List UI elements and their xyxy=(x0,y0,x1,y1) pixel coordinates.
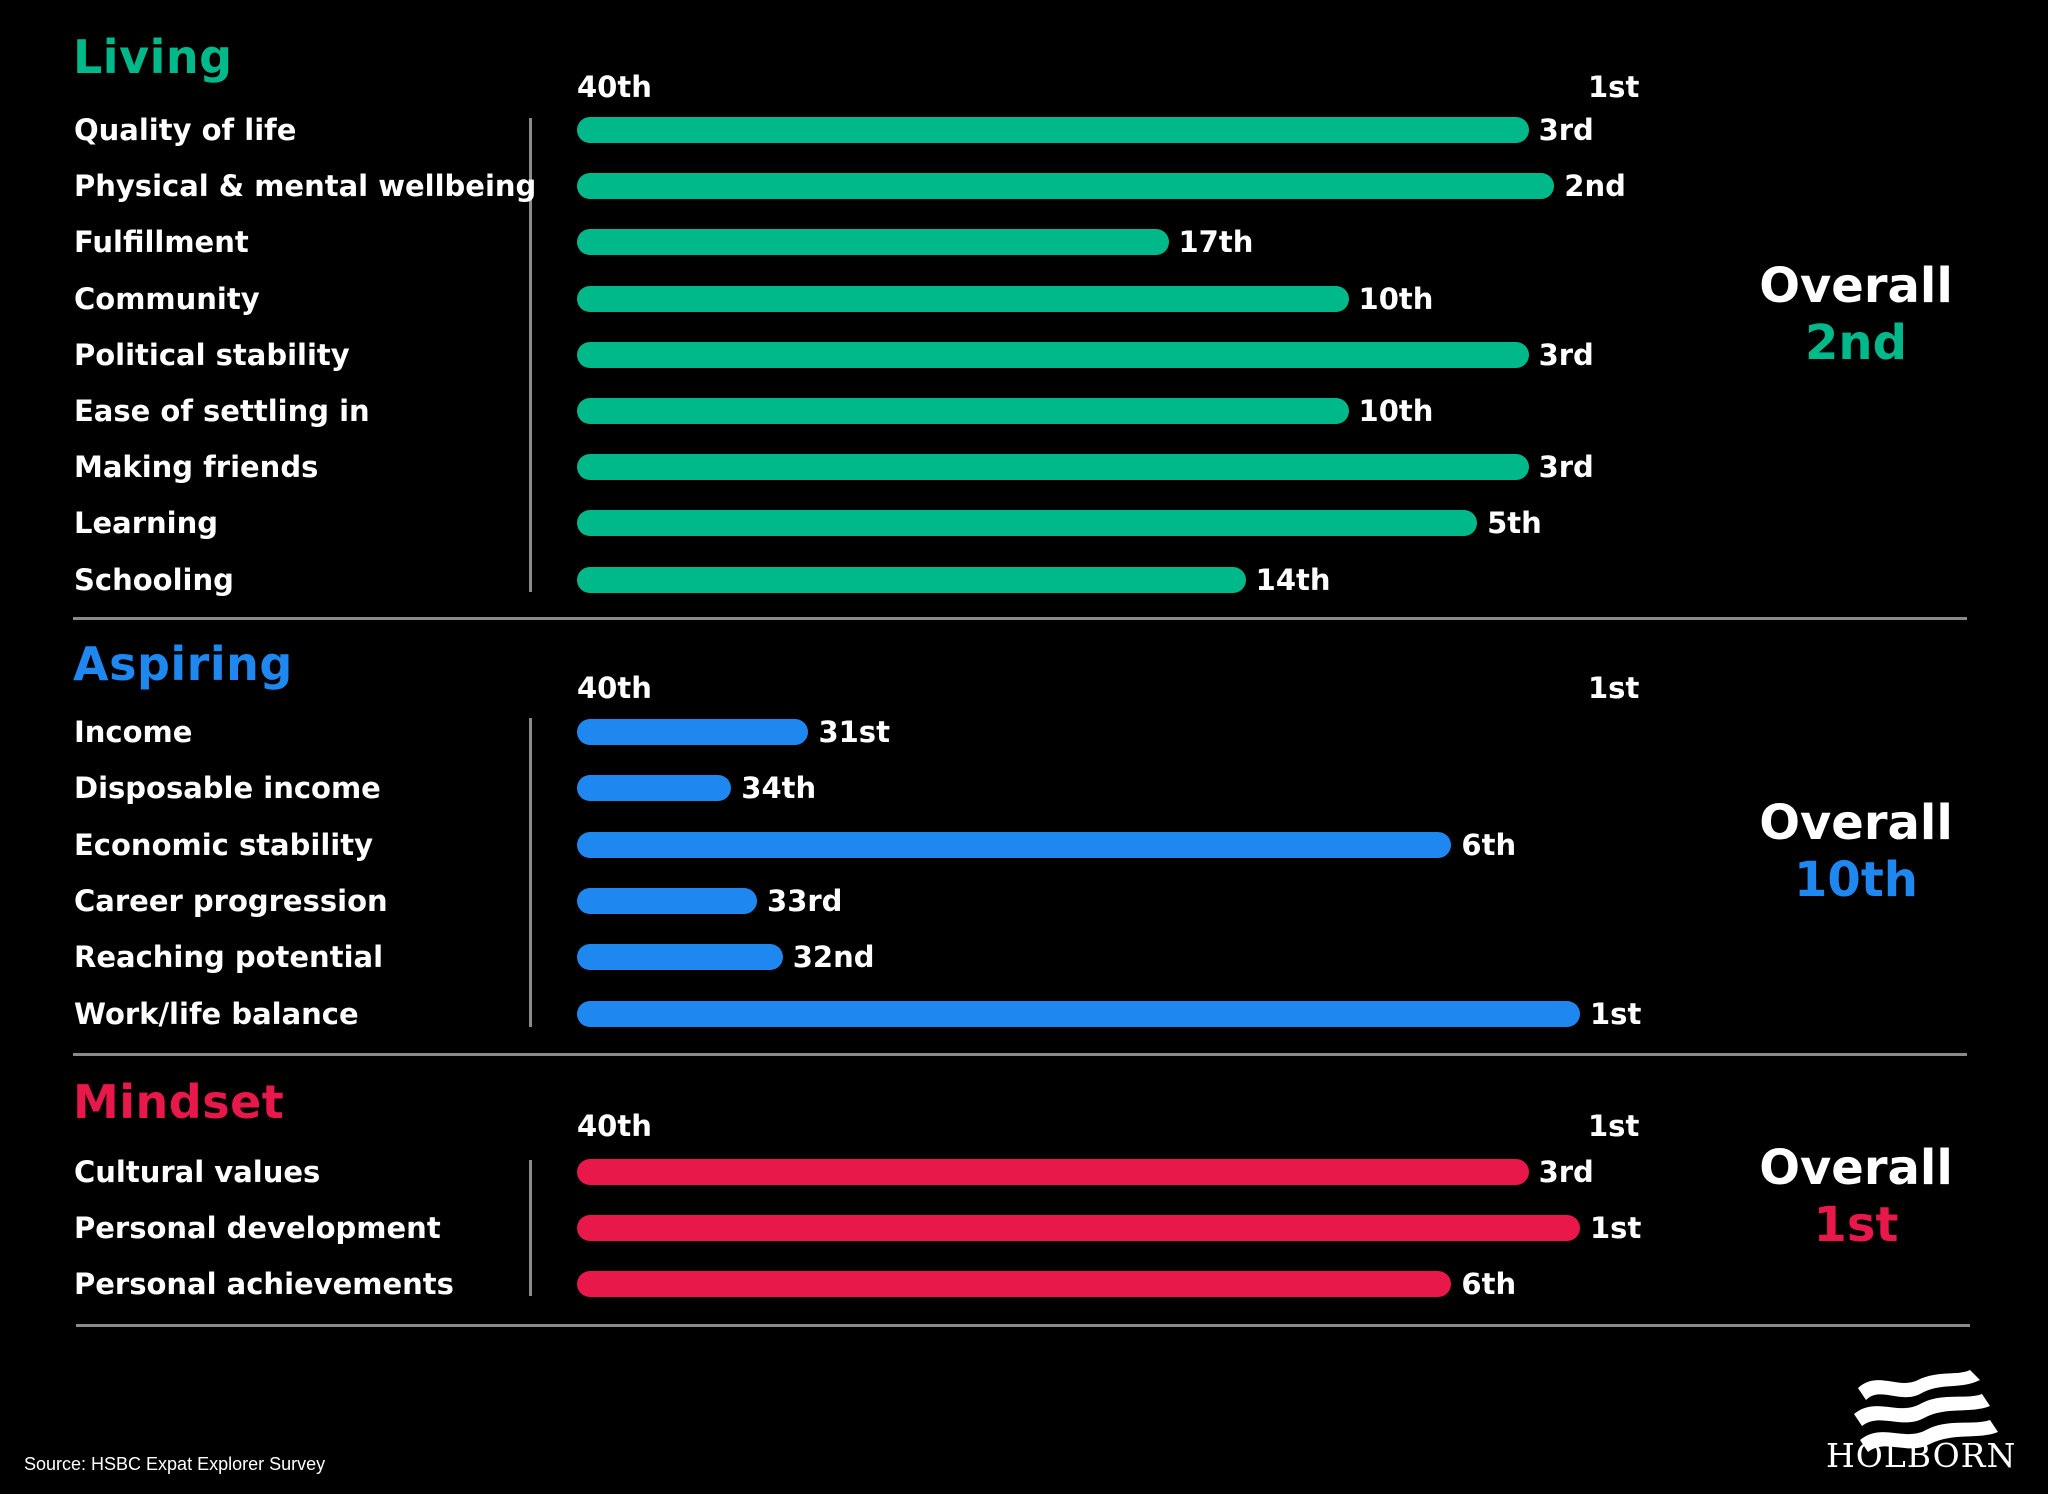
rank-data-label: 34th xyxy=(741,771,817,806)
row-label: Reaching potential xyxy=(74,940,384,975)
rank-data-label: 1st xyxy=(1590,1211,1642,1245)
bar xyxy=(577,719,809,745)
aspiring-axis-right-label: 1st xyxy=(1588,671,1640,705)
bar xyxy=(577,1159,1529,1185)
rank-data-label: 1st xyxy=(1590,996,1642,1031)
rank-data-label: 31st xyxy=(818,715,890,749)
bar xyxy=(577,341,1529,368)
aspiring-axis-left-label: 40th xyxy=(577,671,652,705)
rank-data-label: 3rd xyxy=(1538,337,1594,372)
rank-data-label: 6th xyxy=(1461,1267,1517,1301)
row-label: Personal development xyxy=(74,1211,441,1245)
aspiring-overall-rank: 10th xyxy=(1794,852,1918,908)
row-label: Quality of life xyxy=(74,113,297,147)
bar xyxy=(577,285,1349,312)
mindset-axis-right-label: 1st xyxy=(1588,1109,1640,1143)
bar xyxy=(577,398,1349,424)
mindset-axis-line xyxy=(529,1160,532,1296)
aspiring-section-divider xyxy=(73,1053,1967,1056)
row-label: Physical & mental wellbeing xyxy=(74,169,537,204)
aspiring-axis-line xyxy=(529,718,532,1027)
row-label: Making friends xyxy=(74,450,319,485)
living-axis-line xyxy=(529,118,532,592)
living-overall-rank: 2nd xyxy=(1805,315,1907,371)
row-label: Ease of settling in xyxy=(74,394,370,428)
row-label: Cultural values xyxy=(74,1155,321,1189)
rank-data-label: 3rd xyxy=(1538,450,1594,485)
rank-data-label: 33rd xyxy=(767,883,843,918)
mindset-overall-rank: 1st xyxy=(1813,1197,1899,1253)
living-overall-label: Overall xyxy=(1759,258,1953,314)
bar xyxy=(577,775,732,802)
bar xyxy=(577,1215,1580,1241)
rank-data-label: 2nd xyxy=(1564,169,1626,204)
rank-data-label: 6th xyxy=(1461,827,1517,862)
bar xyxy=(577,944,783,971)
bar xyxy=(577,117,1529,143)
aspiring-overall: Overall 10th xyxy=(1706,795,2006,909)
row-label: Political stability xyxy=(74,337,350,372)
rank-data-label: 3rd xyxy=(1538,1155,1594,1189)
rank-data-label: 14th xyxy=(1255,562,1331,597)
rank-data-label: 10th xyxy=(1358,281,1434,316)
bar xyxy=(577,1000,1580,1027)
mindset-section-divider xyxy=(76,1324,1970,1327)
row-label: Community xyxy=(74,281,260,316)
bar xyxy=(577,173,1555,200)
row-label: Schooling xyxy=(74,562,234,597)
holborn-wave-logo-icon xyxy=(1854,1370,1998,1452)
row-label: Personal achievements xyxy=(74,1267,454,1301)
bar xyxy=(577,887,758,914)
row-label: Fulfillment xyxy=(74,225,249,260)
row-label: Income xyxy=(74,715,193,749)
rank-data-label: 32nd xyxy=(792,940,875,975)
row-label: Disposable income xyxy=(74,771,381,806)
row-label: Career progression xyxy=(74,883,388,918)
bar xyxy=(577,1271,1452,1297)
source-note: Source: HSBC Expat Explorer Survey xyxy=(24,1454,326,1474)
mindset-overall: Overall 1st xyxy=(1706,1140,2006,1254)
living-axis-left-label: 40th xyxy=(577,70,652,104)
mindset-section-title: Mindset xyxy=(73,1075,285,1129)
bar xyxy=(577,831,1452,858)
living-axis-right-label: 1st xyxy=(1588,70,1640,104)
row-label: Economic stability xyxy=(74,827,373,862)
bar xyxy=(577,510,1478,537)
living-overall: Overall 2nd xyxy=(1706,258,2006,372)
living-section-divider xyxy=(73,617,1967,620)
living-section-title: Living xyxy=(73,30,233,84)
row-label: Work/life balance xyxy=(74,996,359,1031)
rank-data-label: 10th xyxy=(1358,394,1434,428)
bar xyxy=(577,454,1529,481)
mindset-overall-label: Overall xyxy=(1759,1140,1953,1196)
rank-data-label: 17th xyxy=(1178,225,1254,260)
aspiring-overall-label: Overall xyxy=(1759,795,1953,851)
row-label: Learning xyxy=(74,506,219,541)
rank-data-label: 3rd xyxy=(1538,113,1594,147)
bar xyxy=(577,229,1169,256)
rank-data-label: 5th xyxy=(1487,506,1542,541)
aspiring-section-title: Aspiring xyxy=(73,637,293,691)
mindset-axis-left-label: 40th xyxy=(577,1109,652,1143)
brand-wordmark: HOLBORN xyxy=(1826,1436,2017,1475)
bar xyxy=(577,566,1246,593)
